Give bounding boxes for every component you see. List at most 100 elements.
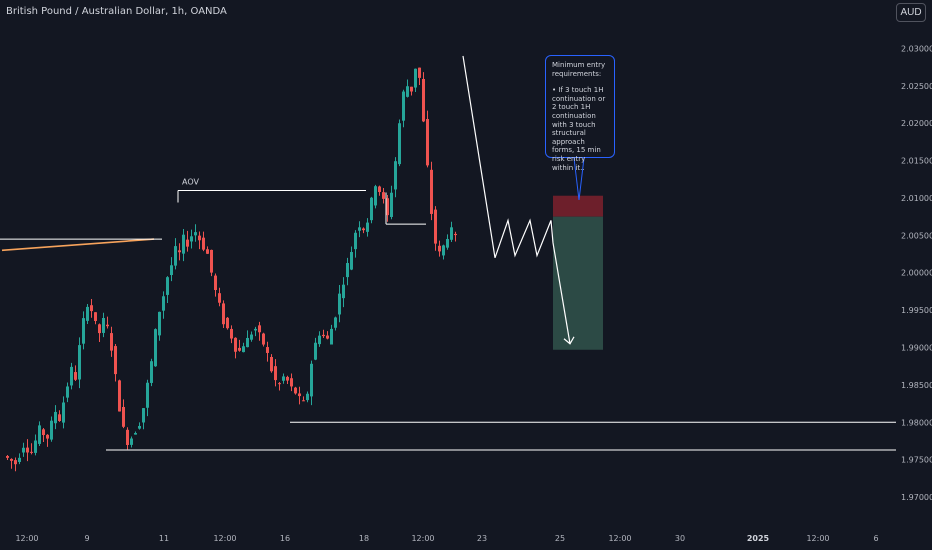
candle xyxy=(398,119,401,167)
candle xyxy=(386,194,389,222)
price-tick-label: 1.99000 xyxy=(901,344,932,353)
candle-body xyxy=(18,457,21,462)
time-tick-label: 6 xyxy=(873,534,878,543)
candle xyxy=(10,458,13,469)
candle xyxy=(358,221,361,238)
candle xyxy=(22,442,25,457)
candle xyxy=(454,231,457,242)
candle xyxy=(150,358,153,387)
time-tick-label: 16 xyxy=(280,534,290,543)
candle-body xyxy=(30,451,33,453)
candle-body xyxy=(182,234,185,254)
candle xyxy=(250,331,253,342)
candle xyxy=(322,329,325,339)
candle xyxy=(402,89,405,128)
candle-body xyxy=(186,239,189,247)
candle-body xyxy=(202,237,205,250)
candle-body xyxy=(66,386,69,398)
candle-body xyxy=(42,429,45,436)
candle-body xyxy=(442,245,445,256)
candle-body xyxy=(130,438,133,445)
candle-body xyxy=(114,346,117,375)
candle-body xyxy=(54,411,57,424)
candle xyxy=(298,386,301,405)
candle xyxy=(422,72,425,123)
candle-body xyxy=(378,186,381,193)
candle xyxy=(118,379,121,412)
candle-body xyxy=(146,382,149,408)
time-tick-label: 12:00 xyxy=(411,534,434,543)
candle xyxy=(426,110,429,168)
candle xyxy=(66,382,69,403)
candle xyxy=(46,434,49,447)
candle-body xyxy=(410,86,413,92)
price-tick-label: 2.02500 xyxy=(901,82,932,91)
time-tick-label: 12:00 xyxy=(213,534,236,543)
candle-body xyxy=(294,387,297,394)
price-tick-label: 2.01000 xyxy=(901,194,932,203)
candle-body xyxy=(266,347,269,353)
candle xyxy=(98,323,101,342)
candle xyxy=(286,375,289,385)
candle-body xyxy=(262,333,265,345)
candle-body xyxy=(278,383,281,385)
candle xyxy=(226,317,229,330)
candle xyxy=(50,416,53,442)
candle xyxy=(174,238,177,270)
candle xyxy=(418,67,421,85)
candle xyxy=(354,230,357,258)
candle xyxy=(362,227,365,234)
candle xyxy=(310,360,313,406)
candle-body xyxy=(74,372,77,380)
candle-series xyxy=(6,67,457,472)
candle-body xyxy=(94,312,97,321)
candle-body xyxy=(162,296,165,311)
candle xyxy=(350,246,353,271)
candle xyxy=(102,312,105,338)
candle xyxy=(26,439,29,462)
candle-body xyxy=(150,361,153,383)
candle xyxy=(254,326,257,337)
candle-body xyxy=(374,186,377,206)
price-tick-label: 2.00000 xyxy=(901,269,932,278)
candle-body xyxy=(298,393,301,397)
candle xyxy=(206,246,209,254)
candle-body xyxy=(322,334,325,337)
candle-body xyxy=(318,335,321,345)
candle xyxy=(266,341,269,362)
note-callout[interactable]: Minimum entry requirements: • If 3 touch… xyxy=(545,55,615,172)
candle-body xyxy=(334,317,337,328)
candle-body xyxy=(38,425,41,444)
candle-body xyxy=(370,197,373,221)
candle xyxy=(446,234,449,250)
time-axis: 12:00 9 11 12:00 16 18 12:00 23 25 12:00 30 2025 12:… xyxy=(15,534,878,543)
candle xyxy=(214,273,217,297)
time-tick-label: 11 xyxy=(159,534,169,543)
candle xyxy=(230,325,233,344)
candle-body xyxy=(354,232,357,250)
candle xyxy=(378,185,381,196)
candle-body xyxy=(226,317,229,329)
price-tick-label: 2.00500 xyxy=(901,231,932,240)
candle xyxy=(186,230,189,252)
candle-body xyxy=(62,402,65,423)
candle-body xyxy=(258,325,261,333)
candle xyxy=(94,312,97,325)
candle xyxy=(242,342,245,353)
candle xyxy=(154,328,157,367)
candle-body xyxy=(398,123,401,165)
candle-body xyxy=(98,324,101,334)
candle xyxy=(294,386,297,395)
time-tick-label: 2025 xyxy=(747,534,770,543)
currency-selector[interactable]: AUD xyxy=(896,3,926,22)
candle xyxy=(438,240,441,257)
candle xyxy=(190,229,193,249)
candle xyxy=(238,339,241,352)
candle-body xyxy=(194,232,197,236)
take-profit-zone xyxy=(553,216,603,350)
candle-body xyxy=(50,420,53,440)
candle xyxy=(58,410,61,422)
candle-body xyxy=(22,447,25,453)
candle xyxy=(6,454,9,461)
